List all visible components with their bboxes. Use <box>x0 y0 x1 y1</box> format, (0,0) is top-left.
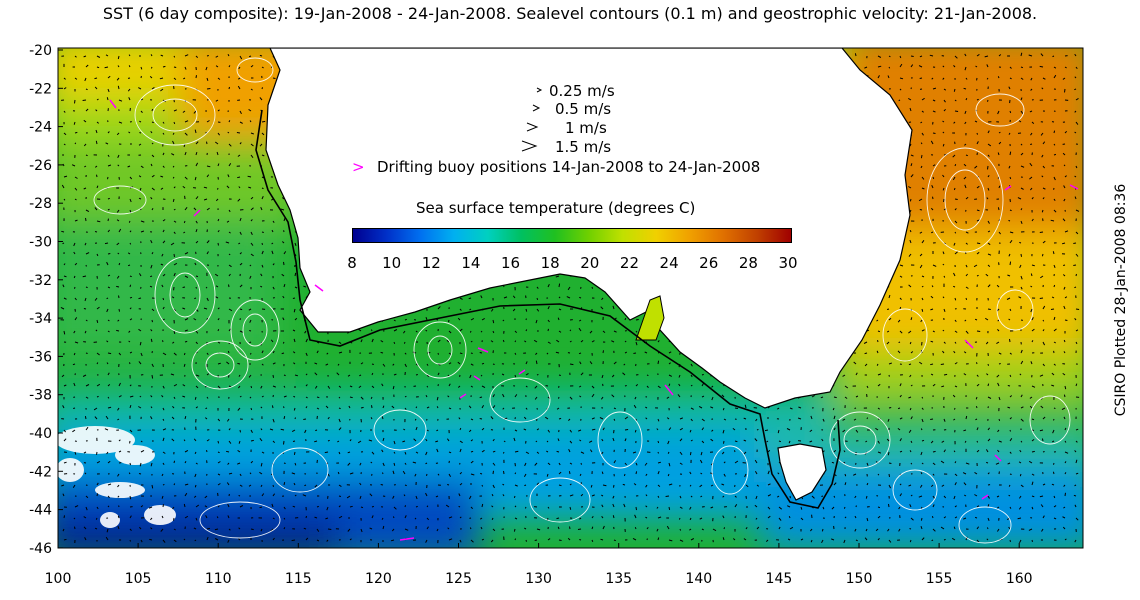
colorbar <box>352 228 792 243</box>
y-tick-label: -44 <box>29 503 52 519</box>
legend-arrow-label-15: 1.5 m/s <box>555 138 612 156</box>
y-tick-label: -20 <box>29 43 52 59</box>
x-tick-label: 155 <box>926 571 953 587</box>
legend-arrow-label-1: 1 m/s <box>565 119 607 137</box>
colorbar-tick-label: 24 <box>659 254 679 272</box>
buoy-marker-icon: > <box>352 158 365 176</box>
spencer-gulf <box>635 295 665 341</box>
y-tick-label: -42 <box>29 464 52 480</box>
colorbar-tick-label: 30 <box>778 254 798 272</box>
x-tick-label: 150 <box>846 571 873 587</box>
colorbar-tick-label: 28 <box>738 254 758 272</box>
colorbar-tick-label: 20 <box>580 254 600 272</box>
x-tick-label: 130 <box>525 571 552 587</box>
legend-arrow-icon <box>536 87 543 93</box>
colorbar-tick-label: 10 <box>382 254 402 272</box>
y-tick-label: -26 <box>29 158 52 174</box>
colorbar-tick-label: 16 <box>500 254 521 272</box>
x-tick-label: 160 <box>1006 571 1033 587</box>
y-tick-label: -24 <box>29 120 52 136</box>
legend-arrow-icon <box>526 122 539 132</box>
y-tick-label: -22 <box>29 81 52 97</box>
map-area <box>58 48 1083 548</box>
x-tick-label: 140 <box>685 571 712 587</box>
y-tick-label: -30 <box>29 235 52 251</box>
buoy-tracks <box>109 99 1079 541</box>
land-tasmania <box>777 443 827 501</box>
buoy-legend-label: Drifting buoy positions 14-Jan-2008 to 2… <box>377 158 761 176</box>
y-tick-label: -28 <box>29 196 52 212</box>
y-tick-label: -40 <box>29 426 52 442</box>
y-tick-label: -34 <box>29 311 52 327</box>
credit-text: CSIRO Plotted 28-Jan-2008 08:36 <box>1113 183 1129 417</box>
colorbar-tick-label: 18 <box>540 254 560 272</box>
colorbar-tick-label: 8 <box>347 254 357 272</box>
legend-arrow-label-05: 0.5 m/s <box>555 100 612 118</box>
y-axis: -20 -22 -24 -26 -28 -30 -32 -34 -36 -38 -40 -42 -44 -… <box>29 43 63 557</box>
x-tick-label: 105 <box>125 571 152 587</box>
shelf-break-line <box>255 109 841 509</box>
x-axis: 100 105 110 115 120 125 130 135 140 145 150 155 160 <box>45 543 1033 587</box>
map-frame <box>57 47 1084 549</box>
legend-arrow-symbols <box>521 87 543 152</box>
colorbar-tick-label: 22 <box>619 254 639 272</box>
x-tick-label: 145 <box>766 571 793 587</box>
y-tick-label: -46 <box>29 541 52 557</box>
x-tick-label: 115 <box>285 571 312 587</box>
x-tick-label: 135 <box>605 571 632 587</box>
legend-arrow-icon <box>532 104 541 112</box>
y-tick-label: -36 <box>29 349 52 365</box>
sealevel-contours <box>93 57 1071 544</box>
colorbar-tick-label: 12 <box>421 254 441 272</box>
map-title: SST (6 day composite): 19-Jan-2008 - 24-… <box>102 4 1038 23</box>
x-tick-label: 125 <box>445 571 472 587</box>
y-tick-label: -32 <box>29 273 52 289</box>
x-tick-label: 120 <box>365 571 392 587</box>
x-tick-label: 100 <box>45 571 72 587</box>
colorbar-label: Sea surface temperature (degrees C) <box>416 199 696 217</box>
colorbar-tick-label: 26 <box>699 254 719 272</box>
y-tick-label: -38 <box>29 388 52 404</box>
legend-arrow-label-025: 0.25 m/s <box>549 82 615 100</box>
x-tick-label: 110 <box>205 571 232 587</box>
colorbar-tick-label: 14 <box>461 254 481 272</box>
legend-arrow-icon <box>521 140 538 152</box>
